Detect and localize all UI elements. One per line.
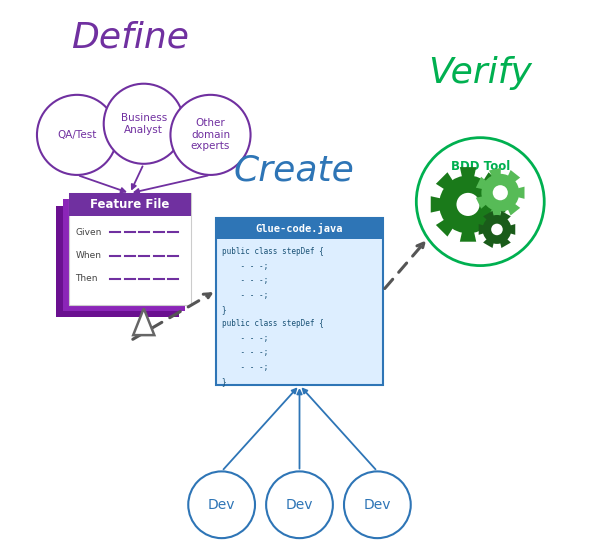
Polygon shape <box>476 196 486 209</box>
Circle shape <box>344 471 411 538</box>
Polygon shape <box>431 196 441 212</box>
Text: public class stepDef {: public class stepDef { <box>222 247 323 256</box>
Polygon shape <box>518 187 525 199</box>
Polygon shape <box>495 196 506 212</box>
Text: Dev: Dev <box>364 498 391 512</box>
Polygon shape <box>479 224 483 235</box>
FancyBboxPatch shape <box>62 200 185 311</box>
FancyBboxPatch shape <box>56 206 179 317</box>
Polygon shape <box>508 170 520 182</box>
Circle shape <box>171 95 250 175</box>
FancyBboxPatch shape <box>216 219 383 385</box>
Polygon shape <box>476 177 486 189</box>
Text: - - -;: - - -; <box>222 262 268 271</box>
Polygon shape <box>483 211 494 220</box>
Circle shape <box>439 176 497 233</box>
Circle shape <box>188 471 255 538</box>
Text: Feature File: Feature File <box>90 198 170 211</box>
Polygon shape <box>460 167 476 177</box>
Text: BDD Tool: BDD Tool <box>450 160 510 173</box>
Text: - - -;: - - -; <box>222 291 268 300</box>
Polygon shape <box>436 172 453 190</box>
Text: }: } <box>222 305 226 314</box>
Text: Define: Define <box>71 21 189 55</box>
Circle shape <box>493 185 508 200</box>
Circle shape <box>482 174 519 212</box>
Circle shape <box>416 138 544 266</box>
Text: QA/Test: QA/Test <box>58 130 96 140</box>
Text: - - -;: - - -; <box>222 276 268 285</box>
Text: Verify: Verify <box>428 56 532 91</box>
Polygon shape <box>436 220 453 236</box>
Polygon shape <box>508 204 520 215</box>
Text: Create: Create <box>234 154 355 188</box>
FancyBboxPatch shape <box>216 219 383 239</box>
Polygon shape <box>483 172 500 190</box>
Polygon shape <box>133 309 155 335</box>
Polygon shape <box>489 209 501 217</box>
Text: - - -;: - - -; <box>222 348 268 357</box>
Polygon shape <box>489 168 501 177</box>
Text: Dev: Dev <box>208 498 235 512</box>
Text: Business
Analyst: Business Analyst <box>120 113 167 135</box>
Polygon shape <box>500 211 511 220</box>
Circle shape <box>483 215 512 244</box>
Text: - - -;: - - -; <box>222 334 268 343</box>
Text: Then: Then <box>75 274 98 283</box>
Text: Glue-code.java: Glue-code.java <box>256 224 343 234</box>
Text: Given: Given <box>75 228 102 236</box>
FancyBboxPatch shape <box>69 193 191 216</box>
Circle shape <box>104 84 184 164</box>
Circle shape <box>37 95 117 175</box>
Text: Dev: Dev <box>286 498 313 512</box>
Text: public class stepDef {: public class stepDef { <box>222 320 323 329</box>
Polygon shape <box>483 220 500 236</box>
Polygon shape <box>483 239 494 248</box>
Polygon shape <box>500 239 511 248</box>
Text: - - -;: - - -; <box>222 363 268 372</box>
Text: When: When <box>75 251 101 260</box>
Polygon shape <box>460 232 476 241</box>
Circle shape <box>266 471 333 538</box>
Polygon shape <box>510 224 515 235</box>
FancyBboxPatch shape <box>69 193 191 305</box>
Text: }: } <box>222 377 226 386</box>
Circle shape <box>456 193 480 216</box>
Circle shape <box>491 224 503 235</box>
Text: Other
domain
experts: Other domain experts <box>191 119 230 151</box>
